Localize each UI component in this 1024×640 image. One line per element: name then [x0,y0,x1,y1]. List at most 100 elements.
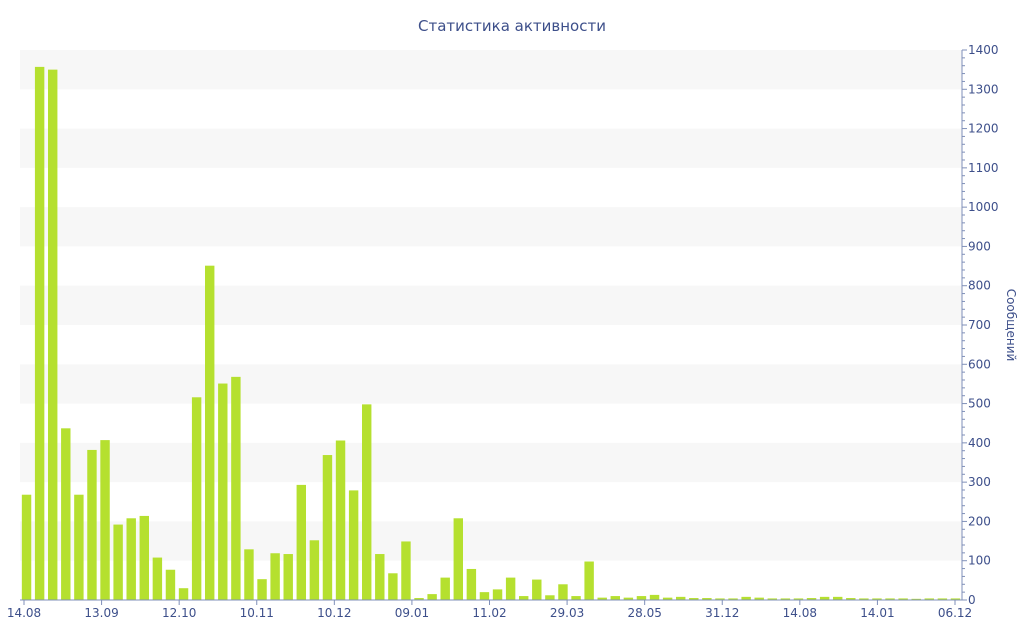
bar [257,579,267,600]
bar [937,598,948,600]
y-tick-label: 1000 [968,200,999,214]
x-tick-label: 14.08 [7,606,41,620]
grid-band [20,128,962,168]
bar [100,440,110,600]
bar [414,598,424,600]
x-tick-label: 10.12 [317,606,351,620]
bar [348,490,359,600]
y-tick-label: 500 [968,397,991,411]
grid-band [20,364,962,404]
bar [636,596,647,600]
bar [649,594,660,600]
bar [819,596,830,600]
bar [270,553,280,600]
bar [466,568,477,600]
x-tick-label: 13.09 [84,606,118,620]
bar [924,598,934,600]
y-tick-label: 700 [968,318,991,332]
bar [519,596,529,600]
bar [715,598,725,600]
bar [139,515,149,600]
x-tick-label: 28.05 [627,606,661,620]
bar [676,596,686,600]
bar [597,597,607,600]
y-tick-label: 1400 [968,43,999,57]
x-tick-label: 11.02 [472,606,506,620]
bar [231,376,241,600]
y-tick-label: 100 [968,554,991,568]
bar [191,397,202,600]
bar [309,540,320,600]
grid-band [20,521,962,561]
bar [165,569,176,600]
bar [584,561,594,600]
y-tick-label: 0 [968,593,976,607]
bar [662,597,673,600]
bar [623,597,634,600]
bar [401,541,411,600]
bar [74,494,84,600]
chart-title: Статистика активности [418,17,606,35]
bar [492,589,503,600]
x-tick-label: 14.08 [783,606,817,620]
x-tick-label: 31.12 [705,606,739,620]
bar [532,579,542,600]
bar [872,598,882,600]
x-tick-label: 29.03 [550,606,584,620]
bar [689,598,699,600]
bar [806,598,817,600]
x-tick-label: 09.01 [395,606,429,620]
grid-band [20,50,962,90]
bar [205,265,215,600]
bar [859,598,869,600]
x-tick-label: 06.12 [938,606,972,620]
bar [322,455,333,600]
bar [728,598,738,600]
bar [244,549,254,600]
bar [898,598,908,600]
x-tick-label: 12.10 [162,606,196,620]
x-tick-label: 14.01 [860,606,894,620]
bar [846,598,856,600]
bar [87,449,97,600]
bar [702,598,712,600]
bar [833,596,843,600]
bar [610,596,620,600]
bar [780,598,791,600]
grid-band [20,285,962,325]
bar [375,554,385,600]
bar [911,598,921,600]
bar [754,597,764,600]
bar [362,404,372,600]
x-axis-ticks: 14.08 13.09 12.10 10.11 10.12 09.01 11.02 29.03… [7,600,972,620]
bar [950,598,961,600]
bar [741,596,751,600]
y-tick-label: 600 [968,357,991,371]
bar [545,595,555,600]
grid-bands [20,50,962,561]
bar [126,518,136,600]
y-tick-label: 300 [968,475,991,489]
bar [113,524,123,600]
y-tick-label: 1100 [968,161,999,175]
bar [283,554,293,600]
y-tick-label: 200 [968,514,991,528]
bar [388,573,398,600]
bar [178,588,189,600]
bar [48,69,58,600]
y-tick-label: 1200 [968,122,999,136]
bar [479,592,490,600]
bar [21,494,32,600]
x-tick-label: 10.11 [240,606,274,620]
bar [427,594,437,600]
bar [335,440,346,600]
y-axis-label: Сообщений [1004,289,1018,362]
bar [767,598,777,600]
bar [34,66,45,600]
y-tick-label: 1300 [968,82,999,96]
bar [152,557,163,600]
bar [885,598,895,600]
bar [440,577,450,600]
bar [61,428,71,600]
